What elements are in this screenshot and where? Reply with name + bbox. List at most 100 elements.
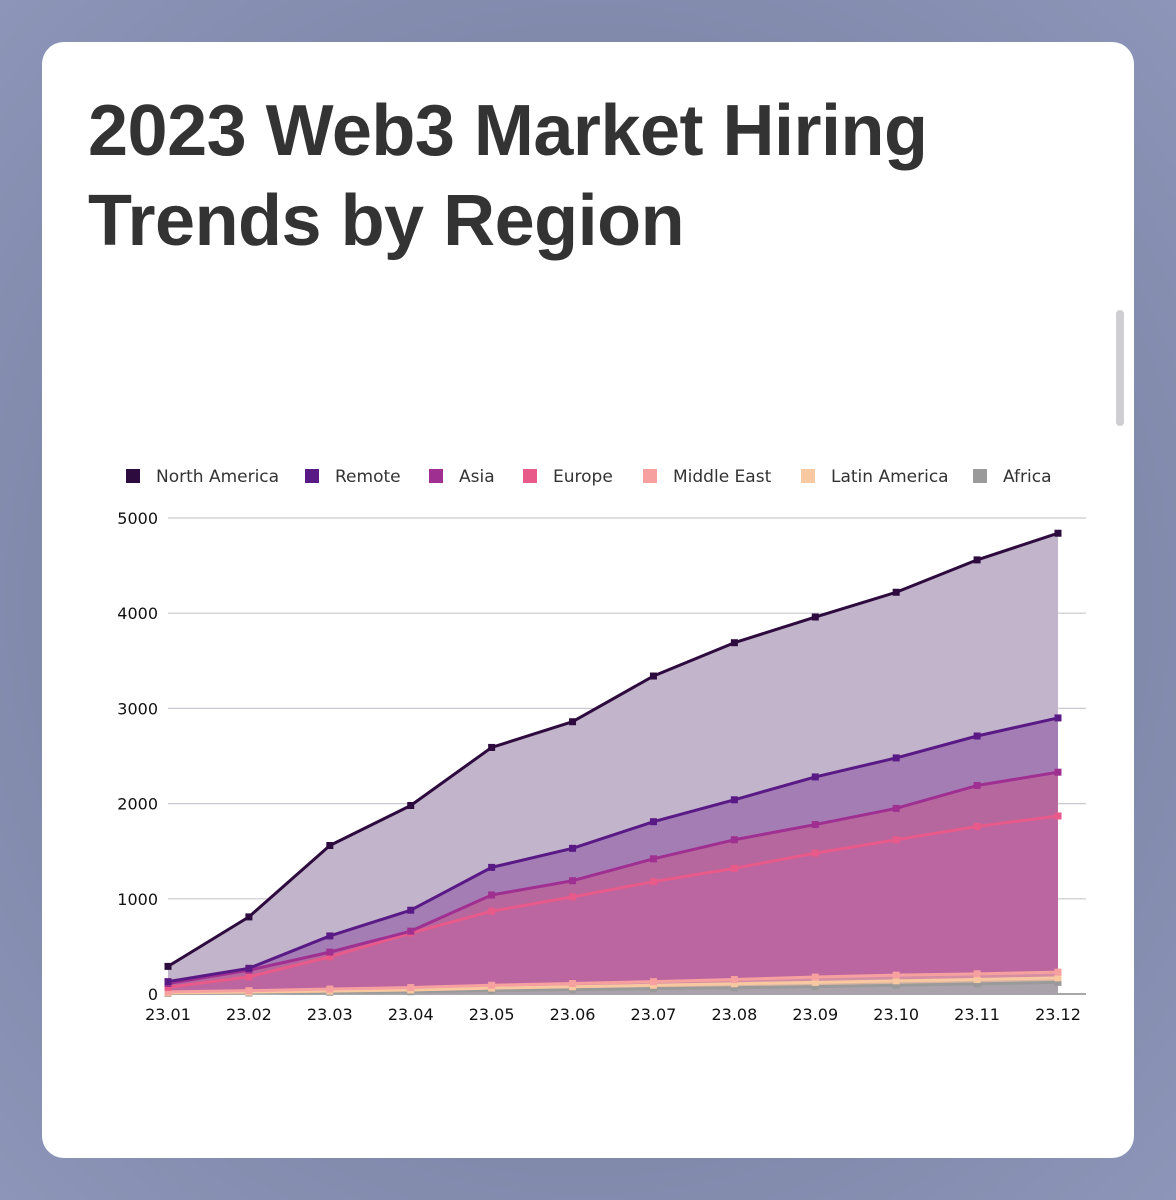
point-asia (811, 821, 819, 829)
legend-swatch-africa (973, 469, 987, 483)
point-europe (245, 973, 253, 981)
point-middle-east (1054, 968, 1062, 976)
point-asia (407, 927, 415, 935)
point-africa (811, 983, 819, 991)
line-remote (166, 716, 1060, 984)
point-europe (326, 953, 334, 961)
point-middle-east (488, 981, 496, 989)
point-remote (1054, 714, 1062, 722)
point-asia (488, 891, 496, 899)
point-latin-america (1054, 974, 1062, 982)
point-middle-east (164, 988, 172, 996)
legend-label-north-america: North America (156, 467, 279, 487)
page-title: 2023 Web3 Market Hiring Trends by Region (88, 91, 928, 261)
point-remote (164, 978, 172, 986)
point-middle-east (811, 973, 819, 981)
line-asia (166, 770, 1060, 986)
point-north-america (326, 841, 334, 849)
point-europe (892, 836, 900, 844)
line-north-america (166, 531, 1060, 968)
legend-swatch-asia (429, 469, 443, 483)
point-europe (649, 878, 657, 886)
x-tick-label: 23.03 (307, 1005, 353, 1024)
point-asia (326, 948, 334, 956)
legend-label-africa: Africa (1003, 467, 1052, 487)
point-remote (892, 754, 900, 762)
scrollbar-thumb[interactable] (1116, 310, 1124, 426)
legend: North America Remote Asia Europe Middle East… (126, 467, 1052, 487)
area-europe (168, 815, 1058, 994)
y-tick-label: 2000 (117, 795, 158, 814)
y-tick-label: 0 (148, 985, 158, 1004)
point-middle-east (326, 985, 334, 993)
point-asia (1054, 768, 1062, 776)
x-tick-label: 23.09 (792, 1005, 838, 1024)
series-lines (166, 531, 1060, 996)
y-tick-label: 4000 (117, 604, 158, 623)
area-africa (168, 982, 1058, 994)
point-europe (1054, 812, 1062, 820)
point-europe (164, 983, 172, 991)
x-tick-label: 23.12 (1035, 1005, 1081, 1024)
point-remote (649, 818, 657, 826)
x-tick-label: 23.08 (711, 1005, 757, 1024)
point-latin-america (649, 981, 657, 989)
point-asia (730, 836, 738, 844)
line-latin-america (166, 976, 1060, 995)
point-middle-east (730, 976, 738, 984)
point-europe (488, 907, 496, 915)
y-tick-label: 1000 (117, 890, 158, 909)
point-remote (245, 964, 253, 972)
point-europe (811, 849, 819, 857)
point-north-america (164, 962, 172, 970)
legend-label-remote: Remote (335, 467, 401, 487)
point-asia (973, 782, 981, 790)
y-tick-label: 3000 (117, 699, 158, 718)
point-north-america (811, 613, 819, 621)
point-remote (326, 932, 334, 940)
point-africa (730, 984, 738, 992)
axes: 0 1000 2000 3000 4000 5000 23.01 23.02 23.03 23.0… (117, 509, 1081, 1024)
legend-label-middle-east: Middle East (673, 467, 772, 487)
point-north-america (569, 718, 577, 726)
line-europe (166, 814, 1060, 989)
area-fills (168, 533, 1058, 994)
legend-swatch-latin-america (801, 469, 815, 483)
x-tick-label: 23.11 (954, 1005, 1000, 1024)
point-remote (811, 773, 819, 781)
point-asia (569, 877, 577, 885)
legend-label-europe: Europe (553, 467, 613, 487)
x-tick-label: 23.07 (631, 1005, 677, 1024)
point-latin-america (730, 980, 738, 988)
line-middle-east (166, 970, 1060, 994)
point-middle-east (245, 987, 253, 995)
point-remote (407, 906, 415, 914)
series-markers (164, 529, 1062, 998)
point-remote (730, 796, 738, 804)
x-tick-label: 23.06 (550, 1005, 596, 1024)
point-asia (892, 804, 900, 812)
point-north-america (488, 743, 496, 751)
point-africa (1054, 978, 1062, 986)
point-latin-america (811, 978, 819, 986)
legend-swatch-remote (305, 469, 319, 483)
x-tick-label: 23.02 (226, 1005, 272, 1024)
point-middle-east (973, 970, 981, 978)
point-remote (569, 844, 577, 852)
point-middle-east (407, 984, 415, 992)
point-north-america (730, 639, 738, 647)
point-middle-east (569, 980, 577, 988)
legend-swatch-europe (523, 469, 537, 483)
point-remote (488, 863, 496, 871)
point-asia (649, 855, 657, 863)
x-tick-label: 23.10 (873, 1005, 919, 1024)
point-africa (973, 980, 981, 988)
y-tick-label: 5000 (117, 509, 158, 528)
point-middle-east (892, 971, 900, 979)
point-north-america (407, 802, 415, 810)
point-remote (973, 732, 981, 740)
point-north-america (973, 556, 981, 564)
point-europe (569, 893, 577, 901)
point-middle-east (649, 978, 657, 986)
area-chart: 0 1000 2000 3000 4000 5000 23.01 23.02 23.03 23.0… (117, 467, 1086, 1024)
